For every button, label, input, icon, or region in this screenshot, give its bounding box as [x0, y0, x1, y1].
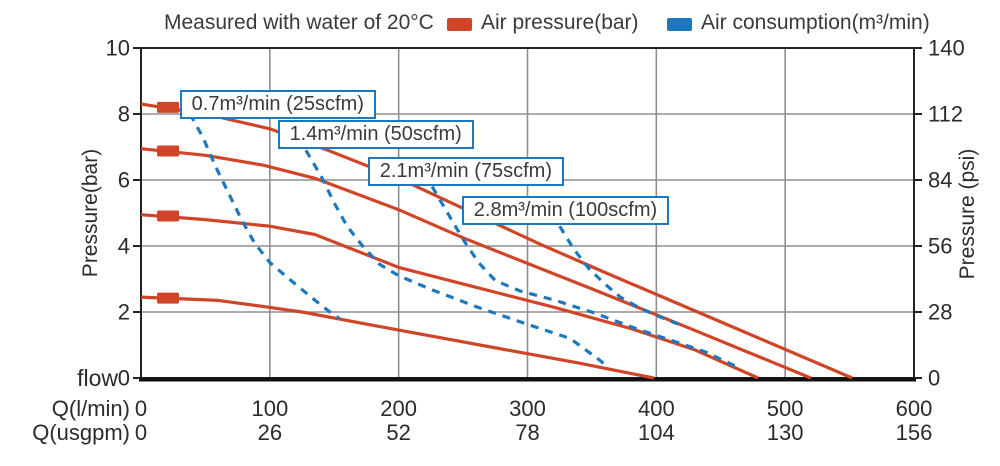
x-tick-1-156: 156 — [896, 420, 933, 445]
series-marker-air-pressure-7bar — [157, 145, 180, 157]
y-tick-label-right-28: 28 — [928, 300, 952, 325]
x-axis-flow-label: flow — [77, 365, 118, 391]
annotation-2.1: 2.1m³/min (75scfm) — [367, 156, 564, 186]
x-tick-0-600: 600 — [896, 396, 933, 421]
y-tick-label-left-8: 8 — [118, 102, 130, 127]
series-air-consumption-0.7 — [188, 113, 341, 320]
annotation-2.8: 2.8m³/min (100scfm) — [461, 195, 670, 225]
series-marker-air-pressure-5bar — [157, 210, 180, 222]
y-tick-label-left-4: 4 — [118, 234, 130, 259]
y-tick-label-left-6: 6 — [118, 168, 130, 193]
legend-item-air-consumption: Air consumption(m³/min) — [667, 11, 930, 35]
x-tick-1-52: 52 — [386, 420, 410, 445]
series-air-pressure-7bar — [140, 147, 812, 380]
y-tick-label-left-0: 0 — [118, 366, 130, 391]
x-tick-0-100: 100 — [251, 396, 288, 421]
series-air-pressure-2.5bar — [140, 295, 655, 380]
x-row-label-0: Q(l/min) — [52, 396, 130, 421]
legend-label-air-consumption: Air consumption(m³/min) — [701, 11, 930, 34]
legend-item-air-pressure: Air pressure(bar) — [447, 11, 639, 35]
series-marker-air-pressure-8.3bar — [157, 101, 180, 113]
y-axis-title-left: Pressure(bar) — [79, 149, 102, 277]
y-tick-label-right-140: 140 — [928, 36, 965, 61]
legend-label-air-pressure: Air pressure(bar) — [481, 11, 639, 34]
x-tick-0-400: 400 — [638, 396, 675, 421]
x-tick-0-500: 500 — [767, 396, 804, 421]
y-tick-label-right-56: 56 — [928, 234, 952, 259]
y-axis-title-right: Pressure (psi) — [956, 149, 979, 280]
x-tick-1-26: 26 — [258, 420, 282, 445]
x-tick-0-0: 0 — [135, 396, 147, 421]
x-row-label-1: Q(usgpm) — [32, 420, 130, 445]
x-tick-1-78: 78 — [515, 420, 539, 445]
series-air-consumption-2.1 — [430, 185, 739, 369]
air-consumption-swatch-icon — [667, 17, 692, 31]
x-tick-1-104: 104 — [638, 420, 675, 445]
y-tick-label-left-2: 2 — [118, 300, 130, 325]
y-tick-label-left-10: 10 — [106, 36, 130, 61]
series-marker-air-pressure-2.5bar — [157, 292, 180, 304]
annotation-1.4: 1.4m³/min (50scfm) — [277, 119, 474, 149]
x-tick-0-200: 200 — [380, 396, 417, 421]
x-tick-1-0: 0 — [135, 420, 147, 445]
annotation-0.7: 0.7m³/min (25scfm) — [179, 89, 376, 119]
chart-title: Measured with water of 20°C — [164, 11, 434, 34]
series-air-consumption-2.8 — [558, 225, 682, 327]
y-tick-label-right-112: 112 — [928, 102, 963, 127]
x-tick-0-300: 300 — [509, 396, 546, 421]
x-tick-1-130: 130 — [767, 420, 804, 445]
series-air-pressure-8.3bar — [140, 102, 853, 380]
y-tick-label-right-0: 0 — [928, 366, 940, 391]
y-tick-label-right-84: 84 — [928, 168, 952, 193]
air-pressure-swatch-icon — [447, 17, 472, 31]
